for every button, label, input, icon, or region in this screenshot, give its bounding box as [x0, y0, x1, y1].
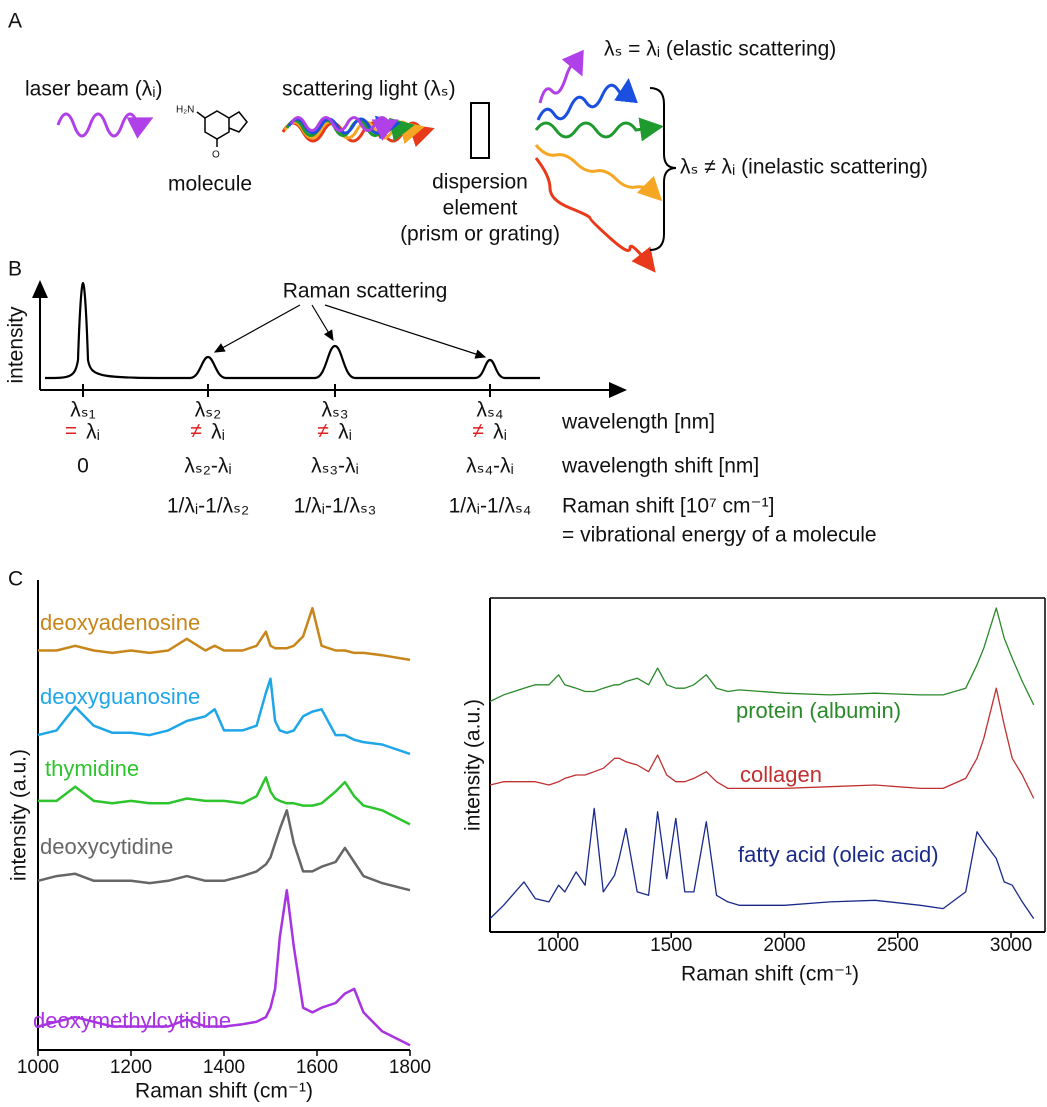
y-axis-label: intensity (a.u.)	[462, 699, 485, 831]
x-tick-label: 2500	[877, 935, 919, 956]
x-tick-label: 1000	[17, 1057, 59, 1078]
relation: ≠	[190, 420, 202, 443]
label: element	[443, 197, 518, 220]
spectrum-line	[490, 608, 1034, 705]
label: dispersion	[432, 171, 528, 194]
series-label: deoxymethylcytidine	[33, 1008, 231, 1033]
peak-label: λₛ₄	[477, 399, 504, 422]
series-label: deoxycytidine	[40, 834, 173, 859]
row-label: Raman shift [10⁷ cm⁻¹]	[562, 495, 774, 518]
label: Raman scattering	[283, 280, 448, 303]
figure: A laser beam (λᵢ) scattering light (λₛ) …	[0, 0, 1047, 1102]
relation: =	[65, 420, 77, 443]
row-label: wavelength [nm]	[561, 411, 715, 434]
incident: λᵢ	[493, 421, 507, 444]
dispersion-element	[471, 103, 489, 158]
panel-letter: B	[8, 258, 22, 281]
label: scattering light (λₛ)	[282, 78, 456, 101]
series-label: deoxyguanosine	[40, 684, 200, 709]
relation: ≠	[472, 420, 484, 443]
label: laser beam (λᵢ)	[25, 78, 163, 101]
x-tick-label: 3000	[990, 935, 1032, 956]
panel-letter: C	[8, 568, 23, 591]
raman-shift: 1/λᵢ-1/λₛ₄	[449, 495, 532, 518]
series-label: protein (albumin)	[736, 698, 901, 723]
incident: λᵢ	[86, 421, 100, 444]
laser-wave	[58, 114, 148, 136]
raman-shift: 1/λᵢ-1/λₛ₃	[294, 495, 377, 518]
pointer-arrows	[215, 305, 485, 357]
y-axis-label: intensity (a.u.)	[8, 749, 31, 881]
panel-letter: A	[8, 10, 22, 33]
label: molecule	[168, 173, 252, 196]
shift: λₛ₄-λᵢ	[466, 455, 514, 478]
brace	[650, 88, 676, 250]
x-tick-label: 1200	[110, 1057, 152, 1078]
x-tick-label: 1800	[389, 1057, 431, 1078]
x-tick-label: 1500	[650, 935, 692, 956]
relation: ≠	[317, 420, 329, 443]
incident: λᵢ	[338, 421, 352, 444]
incident: λᵢ	[211, 421, 225, 444]
axis-label: intensity	[5, 306, 28, 384]
atom: O	[212, 150, 220, 161]
x-axis-label: Raman shift (cm⁻¹)	[681, 963, 859, 986]
shift: λₛ₃-λᵢ	[311, 455, 359, 478]
peak-label: λₛ₂	[195, 399, 222, 422]
molecule-icon	[197, 111, 247, 147]
x-tick-label: 1000	[537, 935, 579, 956]
series-label: thymidine	[45, 756, 139, 781]
peak-label: λₛ₃	[322, 399, 349, 422]
label: (prism or grating)	[400, 223, 560, 246]
scattering-waves	[283, 118, 429, 142]
series-label: deoxyadenosine	[40, 610, 200, 635]
shift: λₛ₂-λᵢ	[184, 455, 231, 478]
label: λₛ ≠ λᵢ (inelastic scattering)	[680, 156, 928, 179]
x-tick-label: 1600	[296, 1057, 338, 1078]
spectrum-line	[38, 777, 410, 824]
x-axis-label: Raman shift (cm⁻¹)	[135, 1080, 313, 1102]
label: λₛ = λᵢ (elastic scattering)	[604, 38, 836, 61]
shift: 0	[77, 455, 89, 478]
row-label: = vibrational energy of a molecule	[562, 524, 877, 547]
atom: H₂N	[176, 105, 194, 116]
x-tick-label: 1400	[203, 1057, 245, 1078]
peak-label: λₛ₁	[70, 399, 95, 422]
row-label: wavelength shift [nm]	[561, 455, 759, 478]
raman-shift: 1/λᵢ-1/λₛ₂	[167, 495, 249, 518]
series-label: fatty acid (oleic acid)	[738, 842, 939, 867]
x-tick-label: 2000	[763, 935, 805, 956]
series-label: collagen	[740, 762, 822, 787]
